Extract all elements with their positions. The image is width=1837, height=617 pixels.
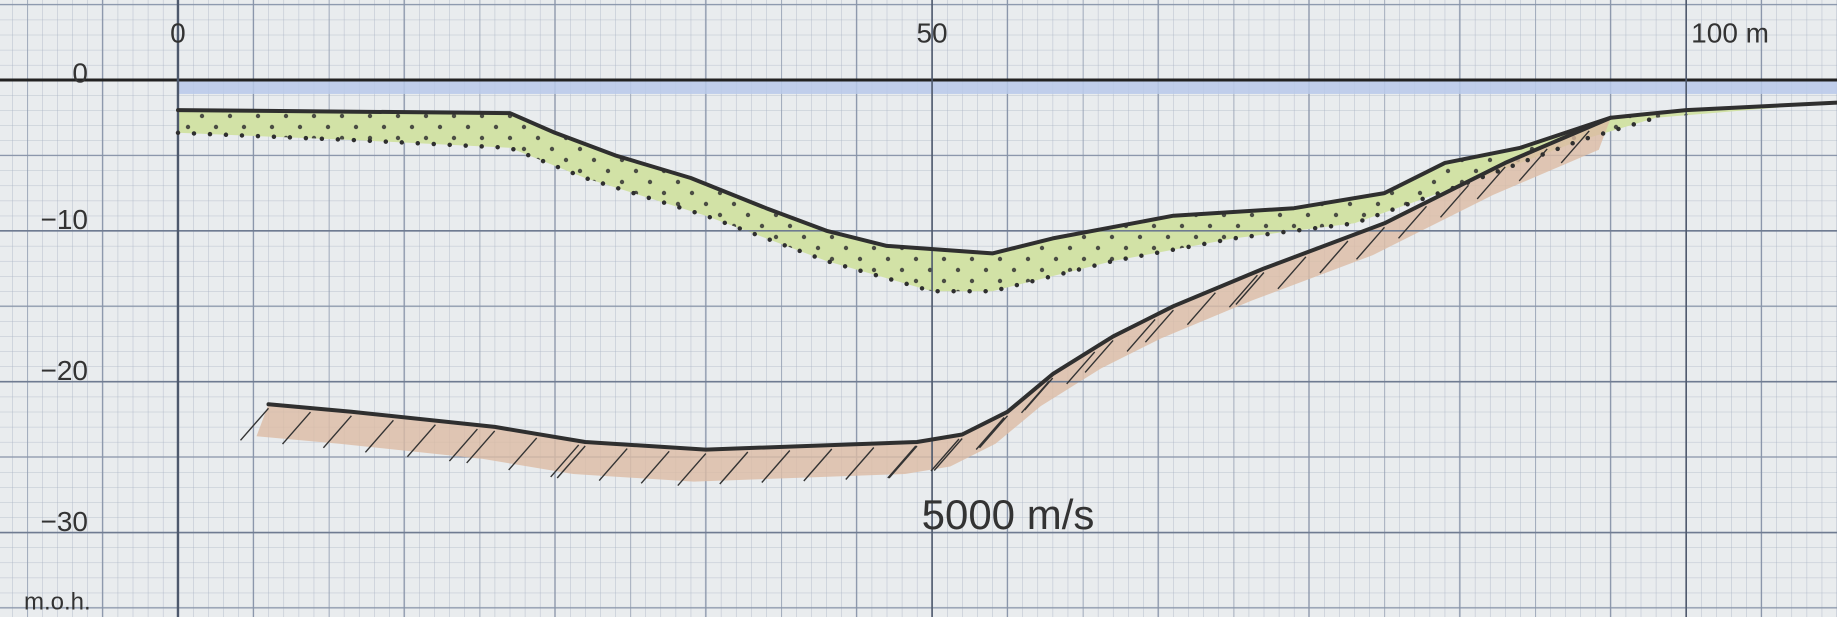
y-tick-label: −30	[41, 506, 89, 537]
x-tick-label: 50	[916, 17, 947, 48]
page: 0−10−20−30050100 m m.o.h. 5000 m/s (() =…	[0, 0, 1837, 617]
water	[178, 80, 1837, 94]
y-tick-label: −20	[41, 355, 89, 386]
x-tick-label: 100 m	[1691, 17, 1769, 48]
chart: 0 −10 −20 −30 0 50 100 m m.o.h. 5000 m/s	[0, 0, 1837, 617]
annotation: 5000 m/s	[922, 491, 1095, 538]
y-tick-label: 0	[72, 57, 88, 88]
x-tick-label: 0	[170, 17, 186, 48]
y-tick-label: −10	[41, 204, 89, 235]
y-axis-label: m.o.h.	[24, 588, 91, 615]
